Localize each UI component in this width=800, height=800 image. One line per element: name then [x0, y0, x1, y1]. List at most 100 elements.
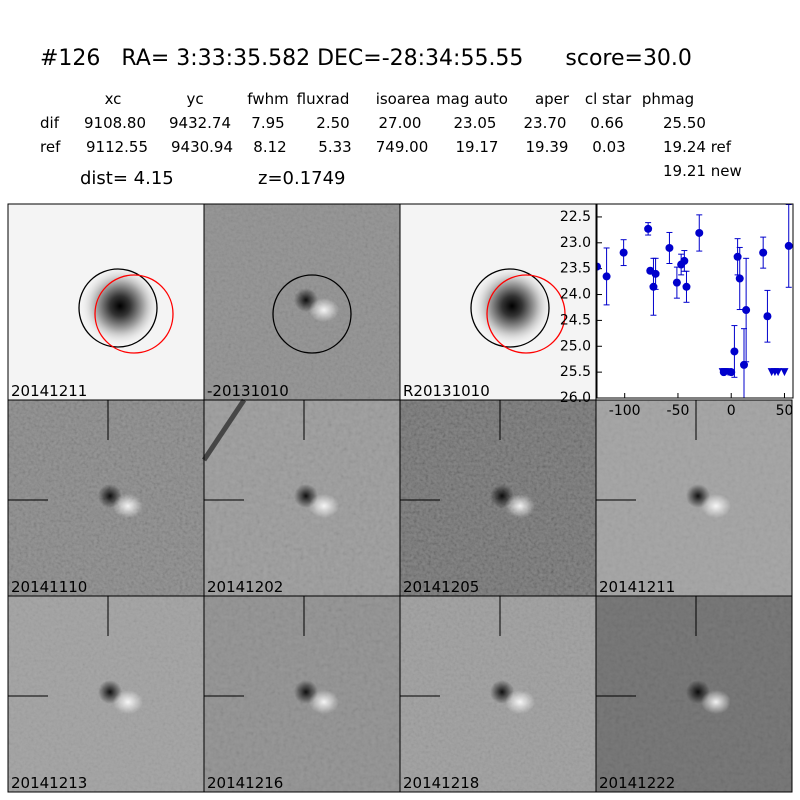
row-name: ref	[40, 138, 61, 156]
panel-label: 20141211	[599, 578, 675, 596]
cell: 0.03	[592, 138, 625, 156]
bright-lobe	[701, 690, 731, 714]
panel-frame	[595, 595, 793, 793]
cell: 19.17	[456, 138, 499, 156]
cell: 5.33	[318, 138, 351, 156]
image-panel: R20131010	[399, 203, 597, 401]
plot-frame	[596, 203, 794, 399]
y-tick-label: 25.5	[560, 364, 591, 380]
y-tick-label: 24.5	[560, 312, 591, 328]
galaxy	[472, 266, 552, 346]
column-header: cl star	[585, 90, 632, 108]
streak	[201, 398, 247, 462]
point	[763, 312, 772, 321]
aperture	[78, 268, 158, 348]
upper-limit	[724, 368, 733, 377]
y-tick-label: 23.0	[560, 235, 591, 251]
bright-lobe	[309, 494, 339, 518]
column-header: isoarea	[376, 90, 431, 108]
point	[735, 274, 744, 283]
point	[680, 256, 689, 265]
light-curve: 22.5 23.0 23.5 24.0 24.5 25.0 25.5 26.0 -100 -50 0…	[560, 203, 794, 419]
cell: 23.05	[454, 114, 497, 132]
cell: 9430.94	[171, 138, 233, 156]
aperture	[94, 274, 174, 354]
panels: 20141211 -20131010 R20131010 20141110 201412…	[7, 203, 793, 793]
panel-label: 20141218	[403, 774, 479, 792]
galaxy	[80, 266, 160, 346]
y-tick-label: 26.0	[560, 390, 591, 406]
image-panel: 20141211	[595, 399, 793, 597]
cell: 25.50	[663, 114, 706, 132]
image-panel: 20141216	[203, 595, 401, 793]
bright-lobe	[113, 690, 143, 714]
cell: 23.70	[524, 114, 567, 132]
point	[695, 228, 704, 237]
panel-label: 20141216	[207, 774, 283, 792]
cell: 7.95	[251, 114, 284, 132]
panel-label: R20131010	[403, 382, 490, 400]
panel-label: 20141211	[11, 382, 87, 400]
panel-label: 20141202	[207, 578, 283, 596]
point	[742, 306, 751, 315]
bright-lobe	[505, 494, 535, 518]
cell: 27.00	[379, 114, 422, 132]
panel-label: -20131010	[207, 382, 289, 400]
cell: 9112.55	[86, 138, 148, 156]
cell: 0.66	[590, 114, 623, 132]
panel-label: 20141205	[403, 578, 479, 596]
upper-limit	[780, 368, 789, 377]
aperture	[470, 268, 550, 348]
bright-lobe	[309, 298, 339, 322]
dist: dist= 4.15	[80, 168, 174, 189]
column-header: fluxrad	[297, 90, 350, 108]
panel-label: 20141213	[11, 774, 87, 792]
x-tick-label: -50	[667, 403, 690, 419]
row-name: dif	[40, 114, 60, 132]
point	[733, 252, 742, 261]
plot-bg	[597, 204, 793, 398]
point	[784, 241, 793, 250]
cell: 749.00	[376, 138, 429, 156]
point	[651, 269, 660, 278]
cell: 9432.74	[169, 114, 231, 132]
column-header: phmag	[642, 90, 694, 108]
y-tick-label: 25.0	[560, 338, 591, 354]
image-panel: 20141218	[399, 595, 597, 793]
point	[619, 248, 628, 257]
point	[602, 272, 611, 281]
point	[665, 243, 674, 252]
aperture	[272, 274, 352, 354]
aperture	[486, 274, 566, 354]
column-header: xc	[105, 90, 122, 108]
redshift: z=0.1749	[258, 168, 346, 189]
image-panel: -20131010	[203, 203, 401, 401]
column-header: yc	[186, 90, 203, 108]
image-panel: 20141222	[595, 595, 793, 793]
cell: 19.39	[526, 138, 569, 156]
y-tick-label: 24.0	[560, 287, 591, 303]
point	[644, 224, 653, 233]
point	[759, 248, 768, 257]
cell: 8.12	[253, 138, 286, 156]
panel-label: 20141222	[599, 774, 675, 792]
extra-value: 19.21 new	[663, 162, 742, 180]
bright-lobe	[701, 494, 731, 518]
point	[597, 262, 601, 271]
x-tick-label: -100	[609, 403, 641, 419]
column-header: mag auto	[436, 90, 508, 108]
panel-label: 20141110	[11, 578, 87, 596]
bright-lobe	[309, 690, 339, 714]
y-tick-label: 22.5	[560, 209, 591, 225]
bright-lobe	[505, 690, 535, 714]
column-header: fwhm	[247, 90, 288, 108]
title: #126 RA= 3:33:35.582 DEC=-28:34:55.55 sc…	[40, 46, 692, 71]
image-panel: 20141205	[399, 399, 597, 597]
y-tick-label: 23.5	[560, 261, 591, 277]
x-tick-label: 0	[727, 403, 736, 419]
image-panel: 20141211	[7, 203, 205, 401]
point	[682, 282, 691, 291]
points	[597, 204, 793, 398]
point	[740, 360, 748, 369]
cell: 2.50	[316, 114, 349, 132]
